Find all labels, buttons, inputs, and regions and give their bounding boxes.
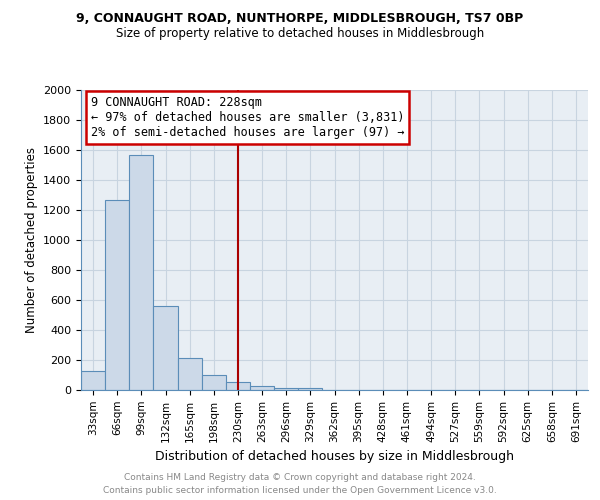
Bar <box>250 386 274 390</box>
Bar <box>178 358 202 390</box>
Bar <box>129 154 154 390</box>
Text: 9 CONNAUGHT ROAD: 228sqm
← 97% of detached houses are smaller (3,831)
2% of semi: 9 CONNAUGHT ROAD: 228sqm ← 97% of detach… <box>91 96 404 139</box>
Text: Contains public sector information licensed under the Open Government Licence v3: Contains public sector information licen… <box>103 486 497 495</box>
Bar <box>154 306 178 390</box>
Text: Contains HM Land Registry data © Crown copyright and database right 2024.: Contains HM Land Registry data © Crown c… <box>124 472 476 482</box>
Bar <box>105 200 129 390</box>
Bar <box>274 388 298 390</box>
Bar <box>226 382 250 390</box>
Text: Size of property relative to detached houses in Middlesbrough: Size of property relative to detached ho… <box>116 28 484 40</box>
Bar <box>81 370 105 390</box>
Bar <box>202 375 226 390</box>
Bar <box>298 388 322 390</box>
Y-axis label: Number of detached properties: Number of detached properties <box>25 147 38 333</box>
Text: 9, CONNAUGHT ROAD, NUNTHORPE, MIDDLESBROUGH, TS7 0BP: 9, CONNAUGHT ROAD, NUNTHORPE, MIDDLESBRO… <box>76 12 524 26</box>
X-axis label: Distribution of detached houses by size in Middlesbrough: Distribution of detached houses by size … <box>155 450 514 463</box>
